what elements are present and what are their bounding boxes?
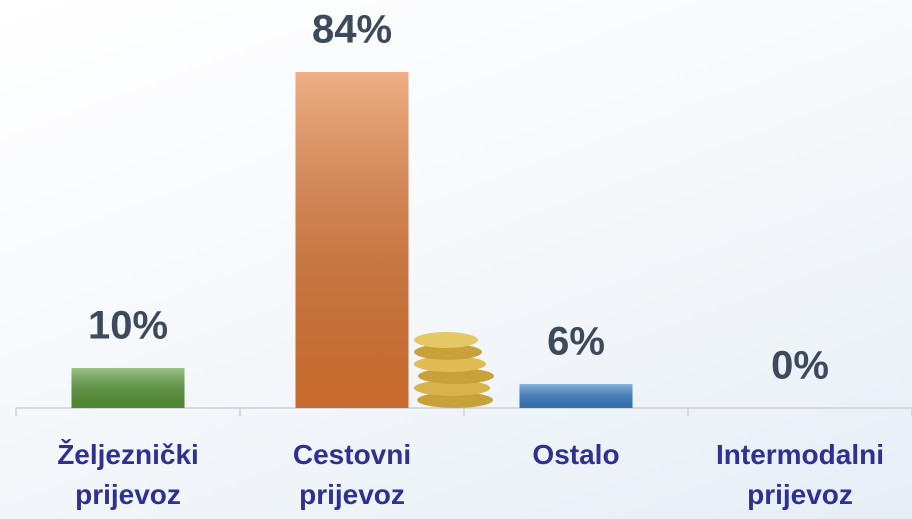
category-label: Intermodalni prijevoz xyxy=(715,439,884,510)
value-label: 84% xyxy=(312,8,392,52)
bar-shade xyxy=(71,368,185,408)
value-label: 6% xyxy=(547,320,605,364)
bar-shade xyxy=(519,384,633,408)
bar-shade xyxy=(295,72,409,408)
coins xyxy=(414,332,494,408)
value-label: 0% xyxy=(771,344,829,388)
category-label: Ostalo xyxy=(532,439,620,470)
value-label: 10% xyxy=(88,304,168,348)
category-label: Željeznički prijevoz xyxy=(57,439,199,510)
category-label: Cestovni prijevoz xyxy=(292,439,412,510)
